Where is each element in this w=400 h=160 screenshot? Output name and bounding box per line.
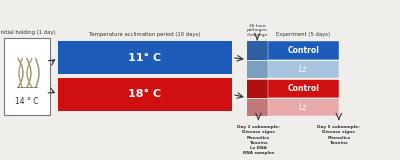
Bar	[247, 60, 268, 78]
Text: Temperature acclimation period (10 days): Temperature acclimation period (10 days)	[89, 32, 201, 37]
Text: 14 ° C: 14 ° C	[15, 97, 39, 106]
Text: 18° C: 18° C	[128, 89, 162, 99]
Text: Control: Control	[287, 46, 319, 55]
Text: Experiment (5 days): Experiment (5 days)	[276, 32, 330, 37]
Bar	[4, 38, 50, 115]
Text: Lz: Lz	[299, 64, 307, 73]
Bar	[268, 79, 339, 98]
Bar	[58, 41, 232, 74]
Bar	[58, 78, 232, 111]
Bar	[247, 79, 268, 98]
Bar	[268, 60, 339, 78]
Text: Day 5 subsample:
Disease signs
Phenolics
Tannins: Day 5 subsample: Disease signs Phenolics…	[317, 125, 360, 145]
Text: 36 hour
pathogen
challenge: 36 hour pathogen challenge	[246, 24, 268, 37]
Text: Lz: Lz	[299, 103, 307, 112]
Text: Control: Control	[287, 84, 319, 93]
Text: Day 2 subsample:
Disease signs
Phenolics
Tannins
Lz DNA
RNA samples: Day 2 subsample: Disease signs Phenolics…	[237, 125, 280, 155]
Text: Initial holding (1 day): Initial holding (1 day)	[0, 30, 55, 35]
Bar	[268, 41, 339, 60]
Bar	[247, 41, 268, 60]
Bar	[247, 98, 268, 116]
Bar	[268, 98, 339, 116]
Text: 11° C: 11° C	[128, 53, 162, 63]
